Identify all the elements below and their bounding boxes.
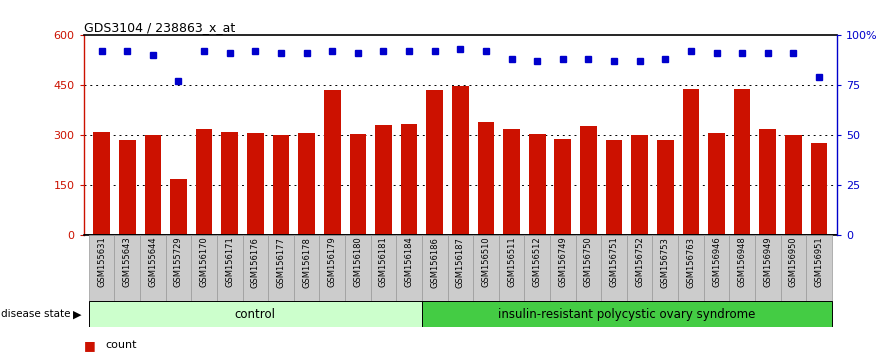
Text: count: count (106, 340, 137, 350)
Bar (755, 235, 781, 301)
Bar (401, 124, 418, 235)
Text: GSM155631: GSM155631 (97, 237, 106, 287)
Text: GSM155729: GSM155729 (174, 237, 183, 287)
Bar (293, 235, 320, 301)
Bar (734, 89, 751, 235)
Text: GSM156178: GSM156178 (302, 237, 311, 287)
Text: GSM156749: GSM156749 (559, 237, 567, 287)
Bar (606, 141, 622, 235)
Text: disease state: disease state (1, 309, 74, 319)
Text: insulin-resistant polycystic ovary syndrome: insulin-resistant polycystic ovary syndr… (498, 308, 756, 321)
Text: GSM156950: GSM156950 (788, 237, 798, 287)
Text: GSM156511: GSM156511 (507, 237, 516, 287)
Bar (580, 126, 596, 235)
Text: GSM156750: GSM156750 (584, 237, 593, 287)
Text: GSM156946: GSM156946 (712, 237, 721, 287)
Bar (140, 235, 166, 301)
Bar (683, 89, 700, 235)
Bar (554, 139, 571, 235)
Bar (448, 235, 473, 301)
Bar (350, 134, 366, 235)
Bar (678, 235, 704, 301)
Bar (119, 141, 136, 235)
Text: GSM156753: GSM156753 (661, 237, 670, 287)
Bar (627, 235, 653, 301)
Text: GSM156752: GSM156752 (635, 237, 644, 287)
Text: GSM156177: GSM156177 (277, 237, 285, 287)
Text: GSM155643: GSM155643 (122, 237, 132, 287)
Text: GSM156180: GSM156180 (353, 237, 362, 287)
Text: GSM156186: GSM156186 (430, 237, 440, 287)
Text: GSM156512: GSM156512 (533, 237, 542, 287)
Bar (452, 86, 469, 235)
Bar (272, 135, 289, 235)
Bar (575, 235, 601, 301)
Text: GSM156951: GSM156951 (815, 237, 824, 287)
Bar (299, 133, 315, 235)
Text: GSM156948: GSM156948 (737, 237, 747, 287)
Text: GSM156763: GSM156763 (686, 237, 695, 288)
Text: GSM156751: GSM156751 (610, 237, 618, 287)
Bar (422, 235, 448, 301)
Text: GSM156171: GSM156171 (226, 237, 234, 287)
Bar (503, 129, 520, 235)
Bar (729, 235, 755, 301)
Bar (708, 133, 725, 235)
Text: GSM156179: GSM156179 (328, 237, 337, 287)
Text: ■: ■ (84, 339, 100, 352)
Bar (478, 122, 494, 235)
Bar (524, 235, 550, 301)
Bar (191, 235, 217, 301)
Bar (632, 135, 648, 235)
Bar (550, 235, 575, 301)
Bar (396, 235, 422, 301)
Text: GSM156510: GSM156510 (481, 237, 491, 287)
Bar (89, 235, 115, 301)
Text: GDS3104 / 238863_x_at: GDS3104 / 238863_x_at (84, 21, 235, 34)
Bar (806, 235, 832, 301)
Bar (371, 235, 396, 301)
Bar (170, 179, 187, 235)
Bar (324, 90, 341, 235)
Bar (811, 143, 827, 235)
Bar (529, 134, 545, 235)
Bar (473, 235, 499, 301)
Bar (426, 90, 443, 235)
Text: GSM155644: GSM155644 (148, 237, 158, 287)
Bar (89, 301, 422, 327)
Bar (499, 235, 524, 301)
Bar (268, 235, 293, 301)
Text: control: control (235, 308, 276, 321)
Bar (196, 130, 212, 235)
Bar (657, 141, 674, 235)
Text: GSM156184: GSM156184 (404, 237, 413, 287)
Bar (781, 235, 806, 301)
Bar (217, 235, 242, 301)
Bar (221, 132, 238, 235)
Bar (785, 135, 802, 235)
Bar (653, 235, 678, 301)
Text: GSM156949: GSM156949 (763, 237, 773, 287)
Text: GSM156181: GSM156181 (379, 237, 388, 287)
Bar (166, 235, 191, 301)
Bar (115, 235, 140, 301)
Bar (422, 301, 832, 327)
Bar (375, 125, 392, 235)
Text: GSM156170: GSM156170 (200, 237, 209, 287)
Bar (759, 129, 776, 235)
Text: ▶: ▶ (73, 309, 82, 319)
Bar (144, 135, 161, 235)
Bar (704, 235, 729, 301)
Text: GSM156187: GSM156187 (455, 237, 465, 287)
Bar (345, 235, 371, 301)
Bar (601, 235, 627, 301)
Text: GSM156176: GSM156176 (251, 237, 260, 287)
Bar (320, 235, 345, 301)
Bar (93, 132, 110, 235)
Bar (247, 133, 263, 235)
Bar (242, 235, 268, 301)
